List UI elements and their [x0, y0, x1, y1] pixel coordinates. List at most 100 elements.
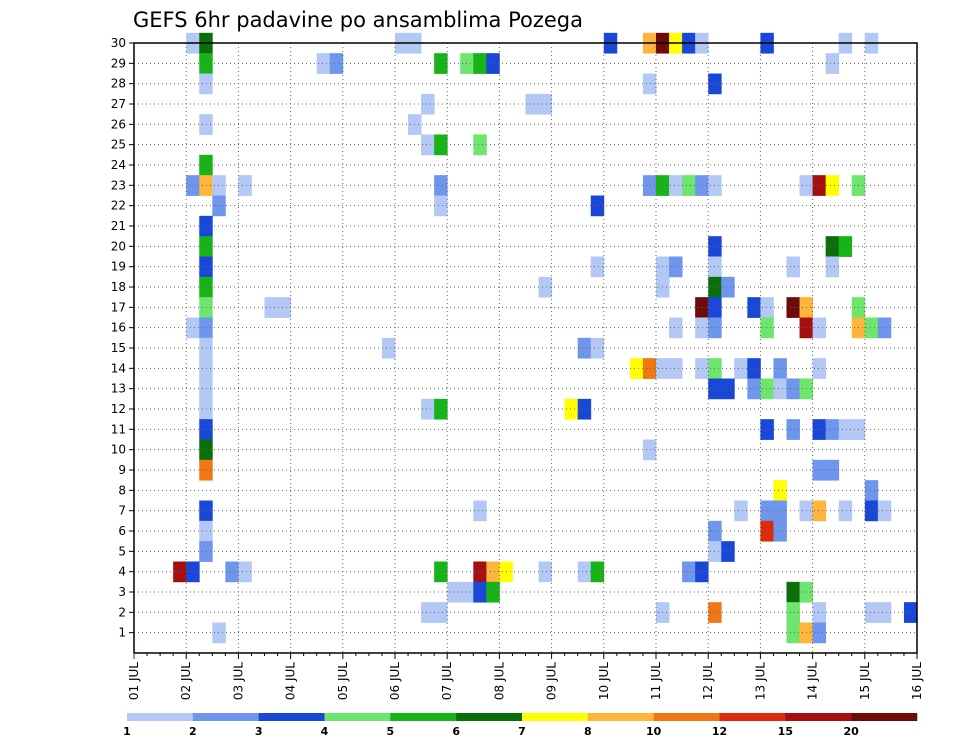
precip-cell [186, 317, 200, 339]
precip-cell [473, 134, 487, 156]
precip-cell [577, 337, 592, 359]
precip-cell [199, 500, 213, 522]
y-tick-label: 12 [111, 402, 126, 416]
precip-cell [525, 93, 539, 115]
precip-cell [877, 500, 892, 522]
legend-label: 15 [778, 725, 793, 738]
precip-cell [734, 500, 748, 522]
y-tick-label: 28 [111, 77, 126, 91]
y-tick-label: 13 [111, 382, 126, 396]
precip-cell [760, 520, 774, 542]
y-tick-label: 9 [118, 463, 126, 477]
precip-cell [538, 276, 552, 298]
precip-cell [212, 622, 226, 644]
precip-cell [199, 215, 213, 237]
precip-cell [199, 276, 213, 298]
precip-cell [642, 358, 657, 379]
x-tick-label: 06 JUL [388, 662, 402, 700]
y-tick-label: 6 [118, 524, 126, 538]
precip-cell [812, 358, 827, 379]
precip-cell [773, 358, 787, 379]
legend-label: 6 [452, 725, 460, 738]
precip-cell [669, 358, 683, 379]
precip-cell [199, 114, 213, 135]
precip-cell [473, 500, 487, 522]
precip-cell [264, 297, 278, 318]
precip-cell [473, 561, 487, 583]
legend-swatch [785, 713, 852, 721]
precip-cell [199, 378, 213, 400]
precip-cell [812, 622, 827, 644]
precip-cell [434, 398, 448, 420]
x-tick-label: 09 JUL [545, 662, 559, 700]
precip-cell [629, 358, 644, 379]
precip-cell [225, 561, 239, 583]
legend-label: 7 [518, 725, 526, 738]
y-tick-label: 1 [118, 626, 126, 640]
precip-cell [812, 459, 827, 481]
x-tick-label: 13 JUL [753, 662, 767, 700]
x-tick-label: 05 JUL [336, 662, 350, 700]
y-tick-label: 22 [111, 199, 126, 213]
y-tick-label: 30 [111, 36, 126, 50]
precip-cell [695, 317, 709, 339]
legend-swatch [719, 713, 786, 721]
precip-cell [381, 337, 396, 359]
precip-cell [473, 581, 487, 603]
legend-label: 4 [321, 725, 329, 738]
y-tick-label: 21 [111, 219, 126, 233]
legend-swatch [522, 713, 589, 721]
precip-cell [447, 581, 461, 603]
precip-cell [199, 520, 213, 542]
precip-cell [695, 358, 709, 379]
x-axis: 01 JUL 02 JUL 03 JUL 04 JUL 05 JUL 06 JUL 07 J… [127, 653, 924, 700]
precip-cell [760, 317, 774, 339]
y-tick-label: 3 [118, 585, 126, 599]
precip-cell [838, 500, 853, 522]
precip-cell [199, 337, 213, 359]
y-tick-label: 11 [111, 422, 126, 436]
x-tick-label: 04 JUL [284, 662, 298, 700]
precip-cell [825, 419, 840, 440]
precip-cell [199, 53, 213, 74]
precip-cell [199, 439, 213, 461]
chart-title: GEFS 6hr padavine po ansamblima Pozega [133, 8, 583, 32]
precip-cell [486, 53, 500, 74]
precip-cell [186, 175, 200, 196]
precip-cell [825, 175, 840, 196]
precip-cell [825, 53, 840, 74]
x-tick-label: 12 JUL [701, 662, 715, 700]
precip-cell [173, 561, 187, 583]
precip-cell [825, 256, 840, 278]
precip-cell [760, 297, 774, 318]
legend-label: 8 [584, 725, 592, 738]
precip-cell [212, 195, 226, 217]
precip-cell [199, 297, 213, 318]
precip-cell [316, 53, 331, 74]
y-tick-label: 16 [111, 321, 126, 335]
precip-cell [486, 561, 500, 583]
y-tick-label: 29 [111, 56, 126, 70]
y-tick-label: 10 [111, 443, 126, 457]
precip-cell [773, 500, 787, 522]
precip-cell [773, 378, 787, 400]
precip-cell [825, 236, 840, 257]
y-axis: 1234567891011121314151617181920212223242… [111, 36, 134, 640]
x-tick-label: 15 JUL [858, 662, 872, 700]
legend-swatch [127, 713, 194, 721]
precip-cell [786, 419, 800, 440]
precip-cell [434, 561, 448, 583]
precip-cell [434, 195, 448, 217]
x-tick-label: 08 JUL [492, 662, 506, 700]
legend-swatch [258, 713, 325, 721]
precip-cell [877, 317, 892, 339]
precip-cell [682, 561, 696, 583]
precip-cell [238, 561, 252, 583]
legend-swatch [587, 713, 654, 721]
x-tick-label: 14 JUL [806, 662, 820, 700]
precip-cell [199, 459, 213, 481]
precip-cell [590, 561, 605, 583]
legend-label: 5 [387, 725, 395, 738]
legend-swatch [324, 713, 391, 721]
precip-cell [721, 378, 735, 400]
